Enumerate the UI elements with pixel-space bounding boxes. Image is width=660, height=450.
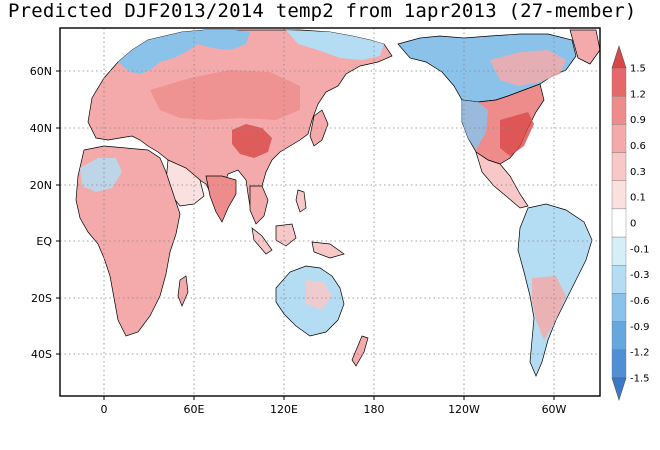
canada-warm-patch [490,50,566,86]
mexico-central-america [475,151,529,209]
colorbar-label: 0.3 [630,167,646,178]
lat-label: 60N [30,65,52,78]
alaska-canada [397,33,577,103]
lon-label: 60E [184,403,205,416]
philippines [295,189,307,213]
colorbar-arrow-max [611,45,627,69]
lat-label: 40N [30,122,52,135]
colorbar-label: 0 [630,219,636,230]
colorbar-swatch [611,236,627,266]
colorbar-swatch [611,265,627,294]
lon-label: 60W [542,403,567,416]
us-west-cold-patch [462,100,488,150]
lat-label: 40S [31,348,52,361]
sahara-cold-patch [80,158,122,192]
colorbar-label: -0.1 [630,244,650,255]
indochina [249,185,269,225]
new-guinea [311,241,345,259]
asia-warm-patch [150,70,300,120]
colorbar-swatch [611,208,627,238]
lat-label: EQ [36,235,52,248]
longitude-ticks [103,396,555,400]
colorbar-label: -1.2 [630,348,650,359]
colorbar-label: -1.5 [630,374,650,385]
lon-label: 120E [270,403,298,416]
latitude-gridlines [60,70,600,355]
lon-label: 0 [101,403,108,416]
colorbar-swatch [611,180,627,210]
colorbar-swatch [611,349,627,379]
latitude-labels: 60N 40N 20N EQ 20S 40S [30,65,53,361]
colorbar-swatch [611,293,627,322]
lat-label: 20S [31,292,52,305]
colorbar-label: 0.9 [630,115,646,126]
siberia-cold-patch [286,30,384,60]
colorbar-label: -0.9 [630,322,650,333]
colorbar-label: 0.6 [630,141,646,152]
madagascar [177,275,189,307]
colorbar-swatch [611,321,627,351]
colorbar-swatch [611,67,627,97]
longitude-gridlines [103,28,555,396]
tibet-warm-patch [232,124,272,158]
colorbar-label: -0.3 [630,270,650,281]
colorbar-label: 1.5 [630,64,646,75]
greenland [569,29,600,65]
map-title: Predicted DJF2013/2014 temp2 from 1apr20… [8,0,637,22]
japan [309,109,329,147]
lon-label: 180 [364,403,385,416]
india [205,175,237,223]
sumatra [251,227,273,255]
borneo [275,223,297,247]
colorbar-label: 0.1 [630,193,646,204]
new-zealand [351,335,369,367]
colorbar-label: -0.6 [630,296,650,307]
colorbar-arrow-min [611,377,627,401]
colorbar-label: 1.2 [630,89,646,100]
us-east-hot-patch [500,112,534,156]
plot-frame [59,27,601,397]
longitude-labels: 0 60E 120E 180 120W 60W [101,403,567,416]
europe-cold-patch [118,30,250,74]
colorbar: 1.5 1.2 0.9 0.6 0.3 0.1 0 -0.1 -0.3 -0.6 -0.9 -1.2 -… [611,45,650,401]
australia-warm-patch [306,280,332,310]
colorbar-swatch [611,95,627,125]
lat-label: 20N [30,179,52,192]
latitude-ticks [56,70,60,355]
south-america-warm-patch [532,276,566,340]
colorbar-swatch [611,152,627,181]
colorbar-swatch [611,124,627,153]
lon-label: 120W [448,403,480,416]
